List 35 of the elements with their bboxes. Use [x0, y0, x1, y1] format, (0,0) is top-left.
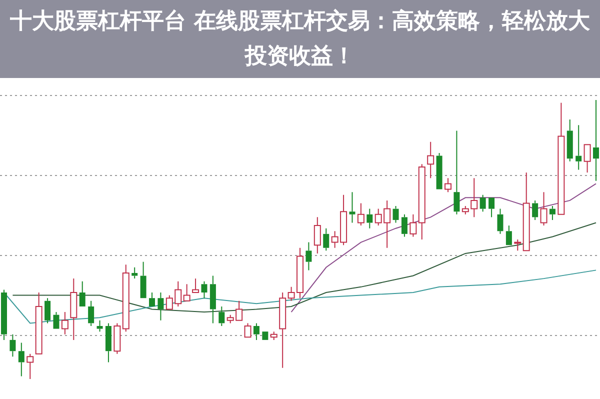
candlestick — [53, 312, 60, 329]
candlestick — [1, 289, 7, 340]
candlestick — [149, 292, 155, 306]
candlestick — [96, 320, 103, 332]
candlestick — [497, 208, 504, 234]
candlestick — [10, 334, 16, 358]
candlestick — [454, 130, 460, 215]
chart-title: 十大股票杠杆平台 在线股票杠杆交易：高效策略，轻松放大投资收益！ — [0, 0, 600, 78]
candlestick — [158, 292, 164, 321]
candlestick — [349, 192, 356, 224]
candlestick — [306, 242, 312, 271]
candlestick — [392, 206, 399, 224]
candlestick — [532, 200, 538, 220]
candlestick — [480, 194, 486, 212]
candlestick — [201, 280, 208, 299]
candlestick — [366, 208, 373, 229]
candlestick — [488, 198, 495, 218]
candlestick — [566, 119, 573, 162]
candlestick — [549, 206, 556, 220]
candlestick — [218, 306, 225, 326]
candlestick — [88, 300, 94, 326]
candlestick — [576, 124, 582, 170]
candlestick — [506, 225, 512, 246]
candlestick — [79, 280, 86, 306]
candlestick — [18, 342, 24, 377]
candlestick — [44, 298, 51, 324]
candlestick — [401, 214, 408, 238]
candlestick — [132, 266, 138, 280]
candlestick — [593, 100, 599, 182]
candlestick — [253, 322, 260, 340]
candlestick — [140, 261, 146, 298]
candlestick — [323, 228, 330, 252]
candlestick — [436, 152, 442, 190]
candlestick — [105, 322, 112, 363]
candlestick — [210, 275, 216, 324]
